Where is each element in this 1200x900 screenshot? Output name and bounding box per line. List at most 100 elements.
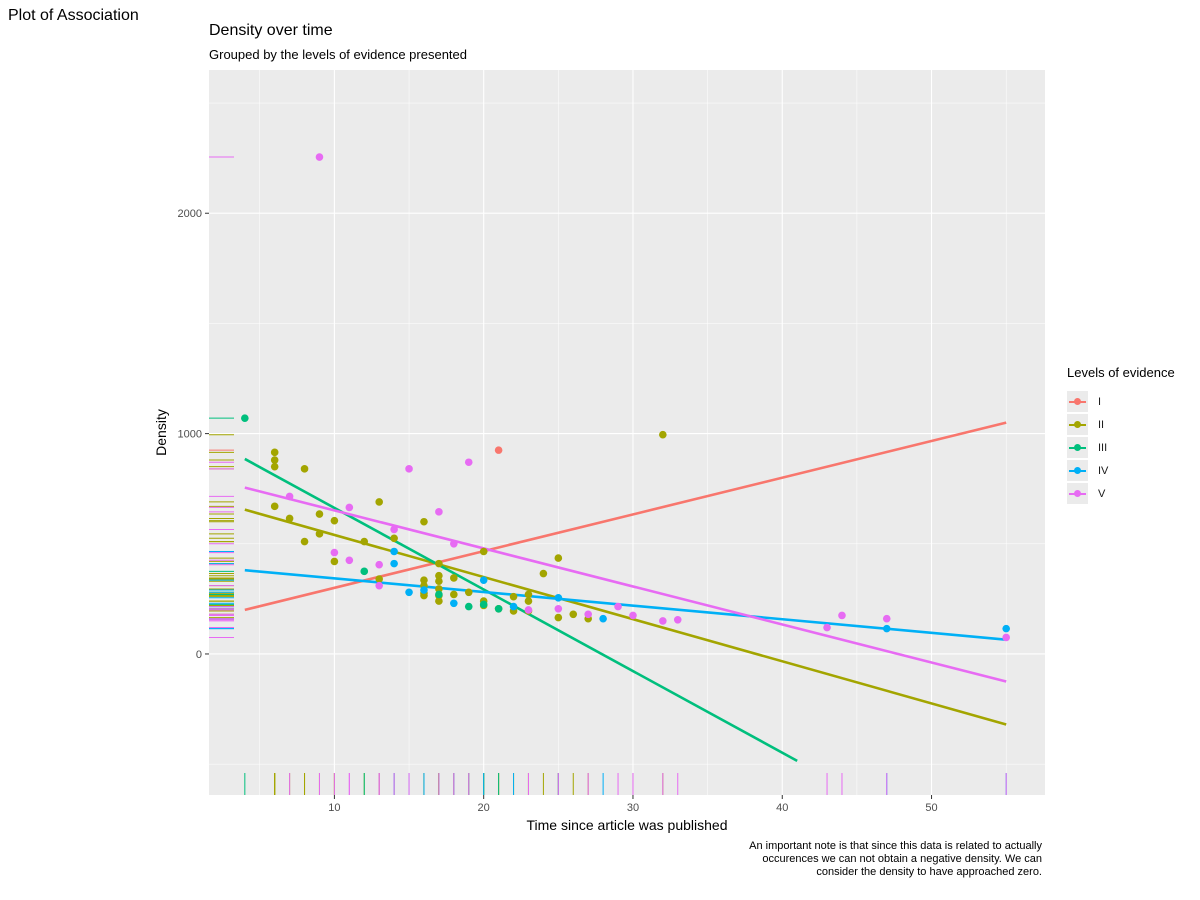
page-title: Plot of Association <box>8 7 139 24</box>
legend-title: Levels of evidence <box>1067 365 1175 380</box>
data-point <box>599 614 607 623</box>
data-point <box>509 592 518 601</box>
data-point <box>270 462 279 471</box>
data-point <box>479 576 488 584</box>
data-point <box>882 624 891 633</box>
data-point <box>524 606 533 614</box>
legend-item: III <box>1067 436 1175 459</box>
data-point <box>315 530 324 538</box>
data-point <box>494 446 503 454</box>
trend-line <box>244 457 798 762</box>
legend-item: V <box>1067 482 1175 505</box>
data-point <box>315 153 324 161</box>
data-point <box>479 600 488 609</box>
data-point <box>494 604 503 613</box>
trend-line <box>244 486 1007 683</box>
data-point <box>315 510 324 518</box>
data-point <box>270 448 279 457</box>
data-point <box>450 539 458 548</box>
data-point <box>1002 624 1010 633</box>
data-point <box>375 498 383 506</box>
trend-line <box>244 508 1007 726</box>
x-tick-label: 50 <box>925 802 937 814</box>
x-tick-label: 30 <box>627 802 639 814</box>
data-point <box>659 430 667 439</box>
legend-items: I II III IV V <box>1067 390 1175 505</box>
data-point <box>375 575 383 583</box>
data-point <box>554 593 563 602</box>
data-point <box>300 465 309 473</box>
legend-key <box>1067 414 1088 435</box>
data-point <box>300 537 309 546</box>
y-tick-label: 1000 <box>178 429 202 441</box>
data-point <box>554 554 563 562</box>
data-point <box>524 597 533 605</box>
legend-key-point <box>1074 398 1081 405</box>
data-point <box>882 614 891 623</box>
x-tick-label: 20 <box>478 802 490 814</box>
data-point <box>405 588 413 597</box>
data-point <box>420 591 428 600</box>
data-point <box>435 508 443 516</box>
data-point <box>375 560 383 569</box>
legend-key <box>1067 391 1088 412</box>
legend-key-point <box>1074 467 1081 474</box>
data-point <box>241 414 249 422</box>
legend-key <box>1067 460 1088 481</box>
data-point <box>405 465 413 473</box>
data-point <box>345 556 354 565</box>
data-point <box>330 548 339 557</box>
data-point <box>584 610 592 619</box>
data-point <box>450 574 458 582</box>
trend-line <box>244 421 1007 612</box>
legend-label: II <box>1098 418 1105 431</box>
data-point <box>450 590 458 599</box>
x-tick-label: 40 <box>776 802 788 814</box>
data-point <box>823 623 831 632</box>
data-point <box>569 610 578 619</box>
data-point <box>1002 633 1010 642</box>
data-point <box>554 613 563 622</box>
data-point <box>509 602 518 611</box>
x-tick-label: 10 <box>328 802 340 814</box>
data-point <box>629 611 637 620</box>
data-point <box>435 571 443 580</box>
legend-item: I <box>1067 390 1175 413</box>
data-point <box>270 502 279 511</box>
legend-label: I <box>1098 395 1102 408</box>
data-point <box>285 492 294 501</box>
chart-caption: An important note is that since this dat… <box>749 840 1042 878</box>
legend-item: II <box>1067 413 1175 436</box>
data-point <box>390 559 398 568</box>
data-point <box>464 588 473 597</box>
data-point <box>375 581 383 590</box>
legend: Levels of evidence I II III IV V <box>1067 365 1175 505</box>
legend-label: V <box>1098 487 1106 500</box>
plot-panel <box>209 70 1045 795</box>
legend-key-point <box>1074 490 1081 497</box>
data-point <box>345 503 354 512</box>
data-point <box>524 590 533 599</box>
data-point <box>838 611 846 620</box>
data-point <box>330 557 339 566</box>
legend-key-point <box>1074 444 1081 451</box>
data-point <box>390 534 398 543</box>
legend-item: IV <box>1067 459 1175 482</box>
y-axis-label: Density <box>153 409 169 456</box>
data-point <box>659 617 667 625</box>
data-point <box>673 616 682 624</box>
legend-label: IV <box>1098 464 1109 477</box>
data-point <box>360 537 369 546</box>
legend-key-point <box>1074 421 1081 428</box>
data-point <box>479 547 488 556</box>
data-point <box>360 567 369 576</box>
data-point <box>420 586 428 594</box>
data-point <box>554 604 563 613</box>
data-point <box>330 516 339 525</box>
legend-key <box>1067 437 1088 458</box>
data-point <box>464 458 473 467</box>
data-point <box>270 456 279 464</box>
data-point <box>464 602 473 611</box>
data-point <box>390 525 398 534</box>
